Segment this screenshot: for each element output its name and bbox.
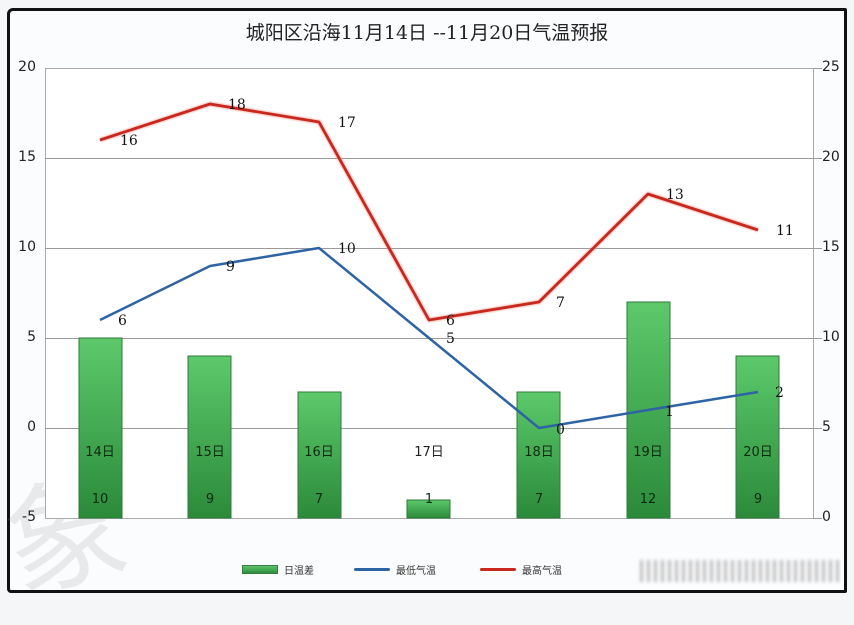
high-temp-label: 7 [556, 295, 565, 311]
bar-value-label: 1 [425, 492, 433, 507]
high-temp-label: 16 [120, 133, 138, 149]
right-axis-tick: 10 [822, 329, 840, 345]
low-temp-labels: 6 9 10 5 0 1 2 [118, 241, 784, 438]
bar-value-label: 9 [754, 492, 762, 507]
high-temp-label: 6 [446, 313, 455, 329]
bar-value-label: 7 [315, 492, 323, 507]
low-temp-label: 1 [665, 404, 674, 420]
chart-plot-area: 14日 15日 16日 17日 18日 19日 20日 10 9 7 1 7 1… [45, 68, 822, 519]
category-label: 17日 [414, 445, 444, 460]
legend-item-high-temp: 最高气温 [480, 562, 562, 577]
right-axis-tick: 5 [822, 419, 831, 435]
left-axis-tick: 20 [18, 59, 36, 75]
bar-20 [735, 355, 780, 519]
bar-17 [406, 499, 451, 519]
category-label: 20日 [743, 445, 773, 460]
category-labels: 14日 15日 16日 17日 18日 19日 20日 [85, 445, 773, 460]
bar-value-labels: 10 9 7 1 7 12 9 [92, 492, 762, 507]
high-temp-label: 17 [338, 115, 356, 131]
legend-item-temp-diff: 日温差 [242, 562, 314, 577]
gridlines [45, 68, 822, 519]
right-axis-tick: 20 [822, 149, 840, 165]
line-swatch-icon [480, 568, 516, 571]
high-temp-label: 13 [666, 187, 684, 203]
bar-14 [78, 337, 123, 519]
legend-label: 最低气温 [396, 566, 436, 577]
chart-legend: 日温差 最低气温 最高气温 [0, 562, 854, 582]
bar-series-temp-diff [78, 301, 780, 519]
legend-item-low-temp: 最低气温 [354, 562, 436, 577]
line-series-high-temp [99, 102, 759, 322]
high-temp-label: 11 [776, 223, 794, 239]
line-series-low-temp [99, 246, 759, 430]
low-temp-label: 0 [556, 422, 565, 438]
low-temp-label: 6 [118, 313, 127, 329]
bar-15 [187, 355, 232, 519]
left-axis-tick: 15 [18, 149, 36, 165]
category-label: 18日 [524, 445, 554, 460]
low-temp-label: 9 [226, 259, 235, 275]
right-axis-tick: 0 [822, 509, 831, 525]
low-temp-label: 5 [446, 331, 455, 347]
bar-16 [297, 391, 342, 519]
legend-label: 日温差 [284, 566, 314, 577]
category-label: 14日 [85, 445, 115, 460]
category-label: 19日 [633, 445, 663, 460]
right-axis-tick: 25 [822, 59, 840, 75]
category-label: 15日 [195, 445, 225, 460]
bar-18 [516, 391, 561, 519]
bar-value-label: 7 [535, 492, 543, 507]
right-axis-tick: 15 [822, 239, 840, 255]
legend-label: 最高气温 [522, 566, 562, 577]
left-axis-tick: -5 [22, 509, 36, 525]
low-temp-label: 10 [338, 241, 356, 257]
low-temp-label: 2 [775, 385, 784, 401]
chart-title: 城阳区沿海11月14日 --11月20日气温预报 [245, 22, 609, 44]
bar-swatch-icon [242, 565, 278, 574]
bar-value-label: 12 [640, 492, 657, 507]
line-swatch-icon [354, 568, 390, 571]
high-temp-label: 18 [228, 97, 246, 113]
bar-value-label: 10 [92, 492, 109, 507]
left-axis-tick: 5 [27, 329, 36, 345]
bar-value-label: 9 [206, 492, 214, 507]
left-axis-tick: 10 [18, 239, 36, 255]
high-temp-labels: 16 18 17 6 7 13 11 [120, 97, 794, 329]
blurred-watermark-text [640, 560, 840, 582]
left-axis-tick: 0 [27, 419, 36, 435]
category-label: 16日 [304, 445, 334, 460]
